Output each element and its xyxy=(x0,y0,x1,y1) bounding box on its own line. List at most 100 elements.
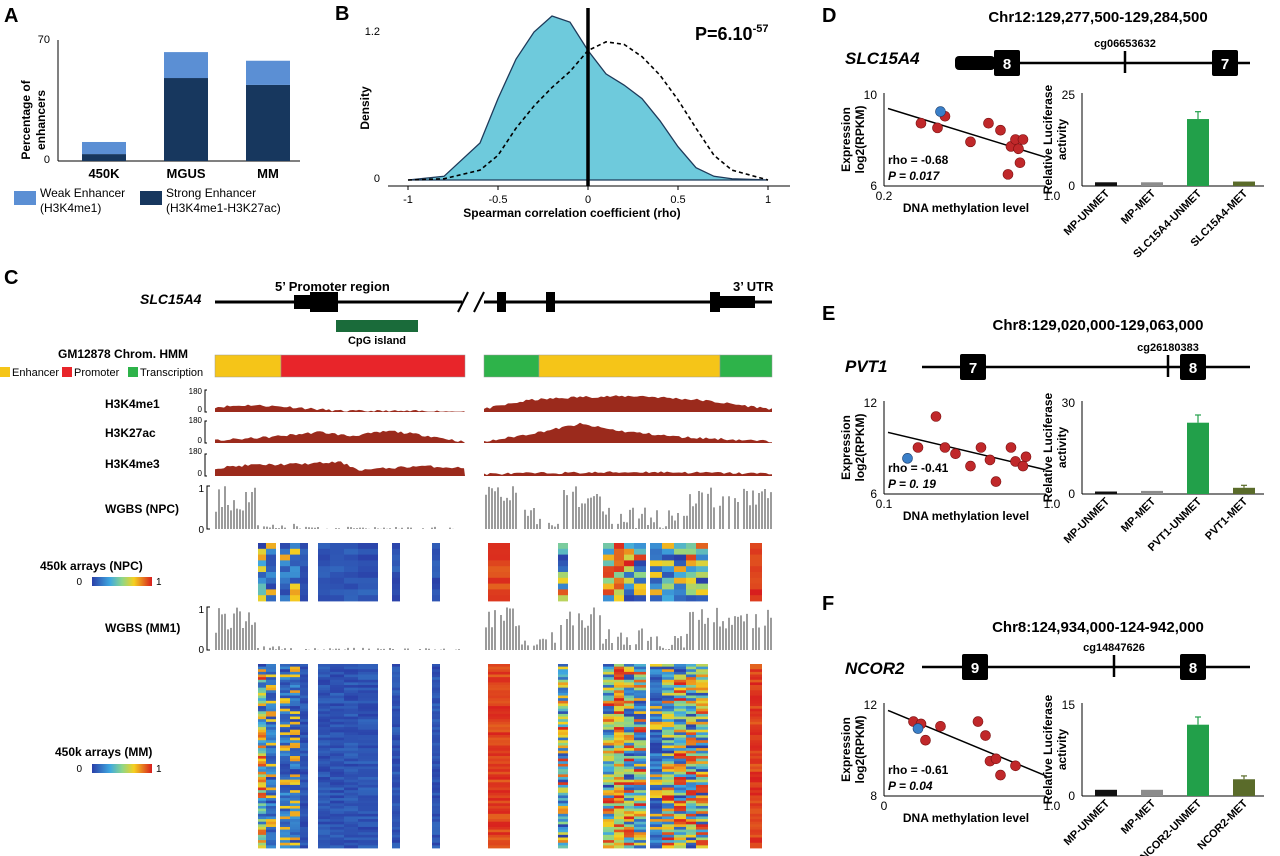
heatmap-cell xyxy=(662,703,674,707)
heatmap-cell xyxy=(290,842,300,846)
heatmap-cell xyxy=(318,685,330,689)
heatmap-cell xyxy=(624,800,634,804)
heatmap-cell xyxy=(392,664,400,668)
heatmap-cell xyxy=(488,803,510,807)
scatter-point xyxy=(995,124,1006,136)
heatmap-cell xyxy=(358,727,378,731)
heatmap-cell xyxy=(344,548,358,555)
heatmap-cell xyxy=(614,798,624,802)
heatmap-cell xyxy=(650,716,662,720)
heatmap-cell xyxy=(330,811,344,815)
heatmap-cell xyxy=(392,769,400,773)
heatmap-cell xyxy=(330,727,344,731)
track-h3k27ac-bottom: 0 xyxy=(198,436,203,445)
heatmap-cell xyxy=(280,792,290,796)
heatmap-cell xyxy=(300,729,308,733)
wgbs-bracket xyxy=(206,485,210,530)
heatmap-cell xyxy=(750,779,762,783)
heatmap-cell xyxy=(432,753,440,757)
heatmap-cell xyxy=(290,840,300,844)
heatmap-cell xyxy=(280,589,290,596)
bar-ytick-top: 15 xyxy=(1062,698,1076,712)
heatmap-cell xyxy=(432,674,440,678)
heatmap-cell xyxy=(392,813,400,817)
heatmap-cell xyxy=(358,779,378,783)
heatmap-cell xyxy=(290,572,300,579)
heatmap-cell xyxy=(624,729,634,733)
exon-number: 8 xyxy=(1189,360,1197,377)
heatmap-cell xyxy=(650,719,662,723)
heatmap-cell xyxy=(614,692,624,696)
heatmap-cell xyxy=(624,766,634,770)
heatmap-cell xyxy=(280,829,290,833)
heatmap-cell xyxy=(614,674,624,678)
hmm-segment xyxy=(483,354,540,378)
heatmap-cell xyxy=(344,756,358,760)
heatmap-cell xyxy=(624,745,634,749)
heatmap-cell xyxy=(634,803,646,807)
bar-NCOR2-MET xyxy=(1233,779,1255,796)
heatmap-cell xyxy=(358,685,378,689)
heatmap-cell xyxy=(290,782,300,786)
heatmap-cell xyxy=(300,698,308,702)
heatmap-cell xyxy=(624,685,634,689)
heatmap-cell xyxy=(258,763,266,767)
heatmap-cell xyxy=(614,690,624,694)
heatmap-cell xyxy=(344,821,358,825)
heatmap-cell xyxy=(674,690,686,694)
heatmap-cell xyxy=(624,737,634,741)
heatmap-cell xyxy=(266,756,276,760)
heatmap-cell xyxy=(603,724,614,728)
heatmap-cell xyxy=(558,748,568,752)
heatmap-cell xyxy=(662,819,674,823)
heatmap-cell xyxy=(696,679,708,683)
heatmap-cell xyxy=(318,560,330,567)
track-h3k4me1-bottom: 0 xyxy=(198,405,203,414)
heatmap-cell xyxy=(662,845,674,849)
heatmap-cell xyxy=(290,698,300,702)
heatmap-cell xyxy=(344,719,358,723)
scatter-ylabel-2: log2(RPKM) xyxy=(853,106,867,174)
heatmap-cell xyxy=(266,784,276,788)
heatmap-cell xyxy=(318,763,330,767)
heatmap-cell xyxy=(266,583,276,590)
heatmap-cell xyxy=(432,784,440,788)
heatmap-cell xyxy=(634,798,646,802)
heatmap-cell xyxy=(392,837,400,841)
heatmap-cell xyxy=(696,845,708,849)
heatmap-cell xyxy=(266,774,276,778)
heatmap-cell xyxy=(674,787,686,791)
heatmap-cell xyxy=(558,583,568,590)
heatmap-cell xyxy=(603,734,614,738)
heatmap-cell xyxy=(603,737,614,741)
hmm-legend-promoter-swatch xyxy=(62,367,72,377)
track-label-wgbs-mm: WGBS (MM1) xyxy=(105,621,180,635)
heatmap-cell xyxy=(674,677,686,681)
heatmap-cell xyxy=(300,572,308,579)
heatmap-cell xyxy=(750,716,762,720)
heatmap-cell xyxy=(358,792,378,796)
heatmap-cell xyxy=(330,698,344,702)
heatmap-cell xyxy=(662,742,674,746)
heatmap-cell xyxy=(266,787,276,791)
heatmap-cell xyxy=(603,687,614,691)
heatmap-cell xyxy=(330,589,344,596)
heatmap-cell xyxy=(280,706,290,710)
heatmap-cell xyxy=(300,664,308,668)
heatmap-cell xyxy=(674,819,686,823)
heatmap-cell xyxy=(674,837,686,841)
heatmap-cell xyxy=(662,771,674,775)
heatmap-cell xyxy=(624,679,634,683)
heatmap-cell xyxy=(558,821,568,825)
heatmap-cell xyxy=(662,700,674,704)
heatmap-cell xyxy=(432,721,440,725)
heatmap-cell xyxy=(686,811,696,815)
heatmap-cell xyxy=(280,771,290,775)
heatmap-cell xyxy=(650,690,662,694)
heatmap-cell xyxy=(624,842,634,846)
heatmap-cell xyxy=(432,560,440,567)
panel-a-stacked-bar-chart: Percentage of enhancers 70 0 450K MGUS MM … xyxy=(14,34,300,215)
heatmap-cell xyxy=(662,692,674,696)
heatmap-cell xyxy=(634,706,646,710)
heatmap-cell xyxy=(280,777,290,781)
